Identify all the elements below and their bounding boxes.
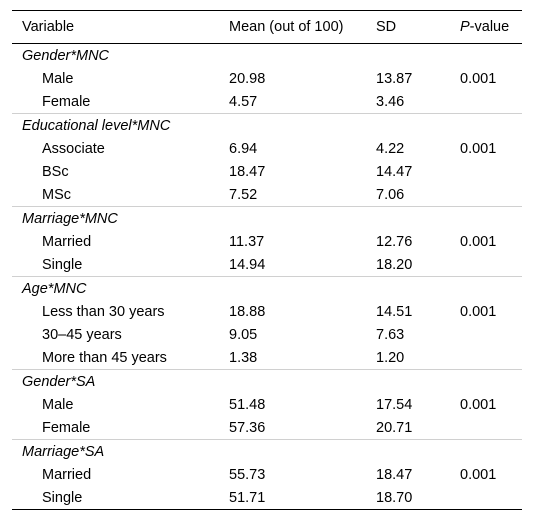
row-sd: 4.22 bbox=[376, 140, 405, 157]
row-sd: 18.47 bbox=[376, 466, 413, 483]
row-p-value bbox=[450, 253, 522, 277]
header-p-value: P-value bbox=[450, 11, 522, 44]
row-label: Single bbox=[42, 489, 83, 506]
table-row: 30–45 years 9.05 7.63 bbox=[12, 323, 522, 346]
table-row: Female 4.57 3.46 bbox=[12, 90, 522, 114]
row-p-value: 0.001 bbox=[460, 466, 497, 483]
group-row: Marriage*SA bbox=[12, 439, 522, 464]
table-row: Male 51.48 17.54 0.001 bbox=[12, 393, 522, 416]
row-p-value bbox=[450, 416, 522, 440]
row-p-value: 0.001 bbox=[460, 303, 497, 320]
row-mean: 6.94 bbox=[229, 140, 258, 157]
row-mean: 9.05 bbox=[229, 326, 258, 343]
row-mean: 51.48 bbox=[229, 396, 266, 413]
row-label: Married bbox=[42, 233, 92, 250]
table-row: Male 20.98 13.87 0.001 bbox=[12, 67, 522, 90]
row-p-value bbox=[450, 90, 522, 114]
row-sd: 12.76 bbox=[376, 233, 413, 250]
table-header: Variable Mean (out of 100) SD P-value bbox=[12, 10, 522, 44]
row-sd: 3.46 bbox=[376, 93, 405, 110]
row-sd: 7.63 bbox=[376, 326, 405, 343]
row-sd: 1.20 bbox=[376, 349, 405, 366]
row-mean: 18.47 bbox=[229, 163, 266, 180]
row-p-value bbox=[450, 323, 522, 346]
group-title: Gender*MNC bbox=[22, 47, 110, 64]
row-sd: 18.20 bbox=[376, 256, 413, 273]
group-title: Marriage*MNC bbox=[22, 210, 118, 227]
group-row: Educational level*MNC bbox=[12, 113, 522, 138]
table-row: MSc 7.52 7.06 bbox=[12, 183, 522, 207]
table-body: Gender*MNC Male 20.98 13.87 0.001 Female 4.57 3… bbox=[12, 44, 522, 510]
table-row: Single 51.71 18.70 bbox=[12, 486, 522, 510]
row-sd: 7.06 bbox=[376, 186, 405, 203]
row-p-value bbox=[450, 160, 522, 183]
table-row: More than 45 years 1.38 1.20 bbox=[12, 346, 522, 370]
row-label: Male bbox=[42, 70, 74, 87]
row-p-value bbox=[450, 486, 522, 510]
row-p-value: 0.001 bbox=[460, 396, 497, 413]
results-table: Variable Mean (out of 100) SD P-value Ge… bbox=[12, 10, 522, 510]
row-mean: 4.57 bbox=[229, 93, 258, 110]
row-sd: 17.54 bbox=[376, 396, 413, 413]
row-p-value: 0.001 bbox=[460, 70, 497, 87]
row-sd: 14.47 bbox=[376, 163, 413, 180]
header-variable: Variable bbox=[22, 19, 75, 35]
row-mean: 57.36 bbox=[229, 419, 266, 436]
group-row: Marriage*MNC bbox=[12, 206, 522, 231]
header-row: Variable Mean (out of 100) SD P-value bbox=[12, 10, 522, 44]
row-label: Female bbox=[42, 93, 91, 110]
row-label: Single bbox=[42, 256, 83, 273]
header-p-suffix: -value bbox=[469, 19, 510, 35]
results-table-container: Variable Mean (out of 100) SD P-value Ge… bbox=[12, 10, 522, 510]
row-mean: 11.37 bbox=[229, 233, 265, 250]
row-label: Male bbox=[42, 396, 74, 413]
row-label: Less than 30 years bbox=[42, 303, 165, 320]
header-sd: SD bbox=[376, 19, 397, 35]
table-row: Married 55.73 18.47 0.001 bbox=[12, 463, 522, 486]
row-label: 30–45 years bbox=[42, 326, 122, 343]
row-sd: 18.70 bbox=[376, 489, 413, 506]
row-p-value: 0.001 bbox=[460, 140, 497, 157]
group-title: Age*MNC bbox=[22, 280, 87, 297]
table-row: Female 57.36 20.71 bbox=[12, 416, 522, 440]
table-row: Less than 30 years 18.88 14.51 0.001 bbox=[12, 300, 522, 323]
table-row: BSc 18.47 14.47 bbox=[12, 160, 522, 183]
group-title: Marriage*SA bbox=[22, 443, 105, 460]
group-row: Gender*SA bbox=[12, 369, 522, 394]
group-row: Gender*MNC bbox=[12, 44, 522, 68]
row-mean: 55.73 bbox=[229, 466, 266, 483]
row-label: BSc bbox=[42, 163, 69, 180]
row-mean: 18.88 bbox=[229, 303, 266, 320]
row-mean: 20.98 bbox=[229, 70, 266, 87]
table-row: Married 11.37 12.76 0.001 bbox=[12, 230, 522, 253]
row-label: More than 45 years bbox=[42, 349, 167, 366]
row-label: Female bbox=[42, 419, 91, 436]
header-mean: Mean (out of 100) bbox=[229, 19, 344, 35]
row-sd: 14.51 bbox=[376, 303, 413, 320]
row-p-value bbox=[450, 346, 522, 370]
row-p-value bbox=[450, 183, 522, 207]
row-sd: 20.71 bbox=[376, 419, 413, 436]
group-title: Gender*SA bbox=[22, 373, 96, 390]
row-mean: 7.52 bbox=[229, 186, 258, 203]
row-mean: 14.94 bbox=[229, 256, 266, 273]
group-title: Educational level*MNC bbox=[22, 117, 171, 134]
table-row: Associate 6.94 4.22 0.001 bbox=[12, 137, 522, 160]
row-label: MSc bbox=[42, 186, 71, 203]
row-sd: 13.87 bbox=[376, 70, 413, 87]
header-p-letter: P bbox=[460, 19, 470, 35]
row-label: Associate bbox=[42, 140, 105, 157]
table-row: Single 14.94 18.20 bbox=[12, 253, 522, 277]
row-label: Married bbox=[42, 466, 92, 483]
row-mean: 51.71 bbox=[229, 489, 266, 506]
row-p-value: 0.001 bbox=[460, 233, 497, 250]
row-mean: 1.38 bbox=[229, 349, 258, 366]
group-row: Age*MNC bbox=[12, 276, 522, 301]
